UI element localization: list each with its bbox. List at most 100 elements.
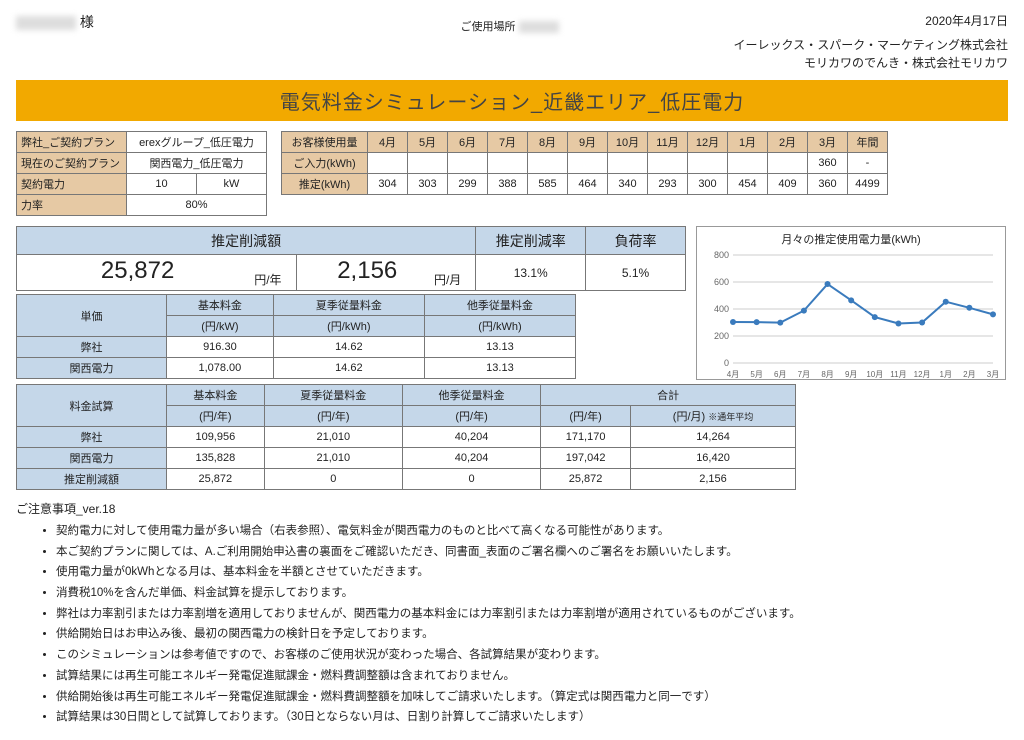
- usage-est-cell: 293: [648, 174, 688, 195]
- price-u1: (円/kW): [167, 316, 274, 337]
- svg-text:200: 200: [714, 331, 729, 341]
- usage-month: 1月: [728, 132, 768, 153]
- price-u3: (円/kWh): [424, 316, 575, 337]
- sum-h1: 推定削減額: [17, 227, 476, 255]
- calc-r2-1: 21,010: [264, 448, 402, 469]
- svg-text:3月: 3月: [987, 370, 999, 379]
- note-item: このシミュレーションは参考値ですので、お客様のご使用状況が変わった場合、各試算結…: [56, 645, 1008, 666]
- price-r2-1: 14.62: [273, 358, 424, 379]
- sum-h3: 負荷率: [586, 227, 686, 255]
- header-row: 様 ご使用場所 2020年4月17日: [16, 12, 1008, 34]
- plan-r3-value: 10: [127, 174, 197, 195]
- sum-year-val: 25,872: [93, 247, 182, 294]
- calc-c2: 夏季従量料金: [264, 385, 402, 406]
- page-title: 電気料金シミュレーション_近畿エリア_低圧電力: [16, 80, 1008, 121]
- usage-est-label: 推定(kWh): [282, 174, 368, 195]
- usage-month: 9月: [568, 132, 608, 153]
- sum-load: 5.1%: [586, 255, 686, 291]
- svg-text:10月: 10月: [866, 370, 883, 379]
- svg-text:6月: 6月: [774, 370, 786, 379]
- svg-text:4月: 4月: [727, 370, 739, 379]
- calc-h0: 料金試算: [17, 385, 167, 427]
- calc-r3-label: 推定削減額: [17, 469, 167, 490]
- summary-and-tables: 推定削減額 推定削減率 負荷率 25,872円/年 2,156円/月 13.1%…: [16, 226, 686, 379]
- use-place-blur: [519, 21, 559, 33]
- company-line-1: イーレックス・スパーク・マーケティング株式会社: [16, 36, 1008, 54]
- calc-r3-3: 25,872: [541, 469, 631, 490]
- calc-u3: (円/年): [402, 406, 540, 427]
- calc-r3-0: 25,872: [167, 469, 265, 490]
- plan-r4-value: 80%: [127, 195, 267, 216]
- usage-line-chart: 02004006008004月5月6月7月8月9月10月11月12月1月2月3月: [703, 249, 999, 381]
- usage-input-cell: [648, 153, 688, 174]
- usage-month: 8月: [528, 132, 568, 153]
- calc-r1-2: 40,204: [402, 427, 540, 448]
- usage-input-cell: [408, 153, 448, 174]
- svg-text:1月: 1月: [940, 370, 952, 379]
- price-c3: 他季従量料金: [424, 295, 575, 316]
- note-item: 供給開始日はお申込み後、最初の関西電力の検針日を予定しております。: [56, 624, 1008, 645]
- calc-r1-label: 弊社: [17, 427, 167, 448]
- usage-input-cell: [728, 153, 768, 174]
- usage-month: 3月: [808, 132, 848, 153]
- calc-u2: (円/年): [264, 406, 402, 427]
- usage-input-cell: -: [848, 153, 888, 174]
- calc-r2-4: 16,420: [631, 448, 796, 469]
- calc-r2-2: 40,204: [402, 448, 540, 469]
- svg-text:0: 0: [724, 358, 729, 368]
- usage-input-cell: [488, 153, 528, 174]
- usage-input-cell: [528, 153, 568, 174]
- section-plan-usage: 弊社_ご契約プランerexグループ_低圧電力 現在のご契約プラン関西電力_低圧電…: [16, 131, 1008, 216]
- section-summary-chart: 推定削減額 推定削減率 負荷率 25,872円/年 2,156円/月 13.1%…: [16, 226, 1008, 380]
- svg-text:5月: 5月: [750, 370, 762, 379]
- usage-input-cell: [608, 153, 648, 174]
- usage-est-cell: 454: [728, 174, 768, 195]
- plan-r3-label: 契約電力: [17, 174, 127, 195]
- usage-month: 4月: [368, 132, 408, 153]
- price-r2-label: 関西電力: [17, 358, 167, 379]
- usage-est-cell: 464: [568, 174, 608, 195]
- calc-c4: 合計: [541, 385, 796, 406]
- plan-r2-value: 関西電力_低圧電力: [127, 153, 267, 174]
- svg-text:2月: 2月: [963, 370, 975, 379]
- note-item: 供給開始後は再生可能エネルギー発電促進賦課金・燃料費調整額を加味してご請求いたし…: [56, 687, 1008, 708]
- customer-blur: [16, 16, 76, 30]
- usage-month: 2月: [768, 132, 808, 153]
- usage-est-cell: 303: [408, 174, 448, 195]
- usage-input-cell: [448, 153, 488, 174]
- svg-text:7月: 7月: [798, 370, 810, 379]
- calc-r2-3: 197,042: [541, 448, 631, 469]
- calc-c1: 基本料金: [167, 385, 265, 406]
- plan-r1-label: 弊社_ご契約プラン: [17, 132, 127, 153]
- usage-est-cell: 409: [768, 174, 808, 195]
- note-item: 試算結果は30日間として試算しております。（30日とならない月は、日割り計算して…: [56, 707, 1008, 728]
- usage-month: 5月: [408, 132, 448, 153]
- svg-text:8月: 8月: [821, 370, 833, 379]
- usage-est-cell: 360: [808, 174, 848, 195]
- svg-text:800: 800: [714, 250, 729, 260]
- usage-month: 11月: [648, 132, 688, 153]
- chart-title: 月々の推定使用電力量(kWh): [703, 231, 999, 247]
- sum-year-unit: 円/年: [254, 271, 291, 288]
- note-item: 弊社は力率割引または力率割増を適用しておりませんが、関西電力の基本料金には力率割…: [56, 604, 1008, 625]
- calc-r1-0: 109,956: [167, 427, 265, 448]
- svg-text:9月: 9月: [845, 370, 857, 379]
- sum-month-val: 2,156: [329, 247, 405, 294]
- price-r2-2: 13.13: [424, 358, 575, 379]
- company-line-2: モリカワのでんき・株式会社モリカワ: [16, 54, 1008, 72]
- calc-r3-2: 0: [402, 469, 540, 490]
- sum-h2: 推定削減率: [476, 227, 586, 255]
- calc-r2-0: 135,828: [167, 448, 265, 469]
- price-r1-0: 916.30: [167, 337, 274, 358]
- note-item: 消費税10%を含んだ単価、料金試算を提示しております。: [56, 583, 1008, 604]
- usage-input-cell: [688, 153, 728, 174]
- note-item: 本ご契約プランに関しては、A.ご利用開始申込書の裏面をご確認いただき、同書面_表…: [56, 542, 1008, 563]
- calc-c3: 他季従量料金: [402, 385, 540, 406]
- usage-table: お客様使用量4月5月6月7月8月9月10月11月12月1月2月3月年間 ご入力(…: [281, 131, 888, 195]
- usage-input-cell: 360: [808, 153, 848, 174]
- usage-input-cell: [768, 153, 808, 174]
- usage-input-cell: [568, 153, 608, 174]
- use-place-label: ご使用場所: [461, 21, 516, 33]
- usage-est-cell: 300: [688, 174, 728, 195]
- sum-rate: 13.1%: [476, 255, 586, 291]
